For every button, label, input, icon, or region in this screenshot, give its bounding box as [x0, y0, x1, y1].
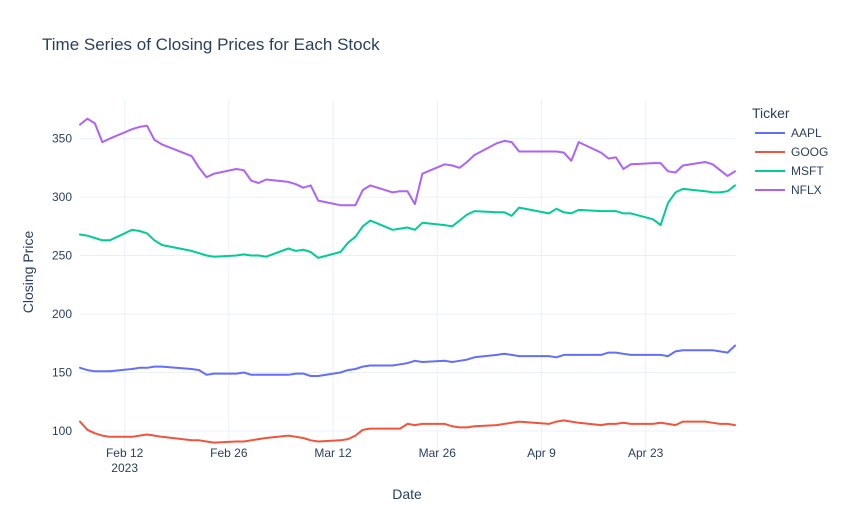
- legend-title: Ticker: [752, 105, 790, 121]
- gridlines: [80, 100, 735, 452]
- legend-items[interactable]: AAPL GOOG MSFT NFLX: [755, 126, 828, 197]
- series-line-msft[interactable]: [79, 184, 736, 259]
- x-tick-label: Apr 9: [527, 446, 556, 460]
- series-line-aapl[interactable]: [79, 344, 736, 377]
- x-tick-label: Feb 12: [106, 446, 144, 460]
- y-axis-ticks: 100 150 200 250 300 350: [52, 132, 72, 438]
- x-tick-label: Mar 12: [314, 446, 352, 460]
- x-tick-label: Apr 23: [628, 446, 664, 460]
- legend-item-aapl[interactable]: AAPL: [755, 126, 822, 140]
- y-tick-label: 250: [52, 249, 72, 263]
- y-tick-label: 300: [52, 190, 72, 204]
- plot-lines: [79, 117, 736, 444]
- x-tick-sublabel: 2023: [111, 461, 138, 475]
- x-axis-title: Date: [392, 486, 422, 502]
- legend-label: NFLX: [791, 183, 822, 197]
- chart-title: Time Series of Closing Prices for Each S…: [42, 35, 380, 54]
- legend[interactable]: Ticker AAPL GOOG MSFT NFLX: [752, 105, 828, 197]
- y-tick-label: 100: [52, 424, 72, 438]
- legend-item-goog[interactable]: GOOG: [755, 145, 828, 159]
- legend-item-msft[interactable]: MSFT: [755, 164, 824, 178]
- legend-item-nflx[interactable]: NFLX: [755, 183, 822, 197]
- legend-label: GOOG: [791, 145, 828, 159]
- y-tick-label: 150: [52, 365, 72, 379]
- series-line-nflx[interactable]: [79, 117, 736, 207]
- legend-label: MSFT: [791, 164, 824, 178]
- y-tick-label: 200: [52, 307, 72, 321]
- x-tick-label: Mar 26: [419, 446, 457, 460]
- x-tick-label: Feb 26: [210, 446, 248, 460]
- y-tick-label: 350: [52, 132, 72, 146]
- y-axis-title: Closing Price: [20, 231, 36, 314]
- legend-label: AAPL: [791, 126, 822, 140]
- series-line-goog[interactable]: [79, 419, 736, 444]
